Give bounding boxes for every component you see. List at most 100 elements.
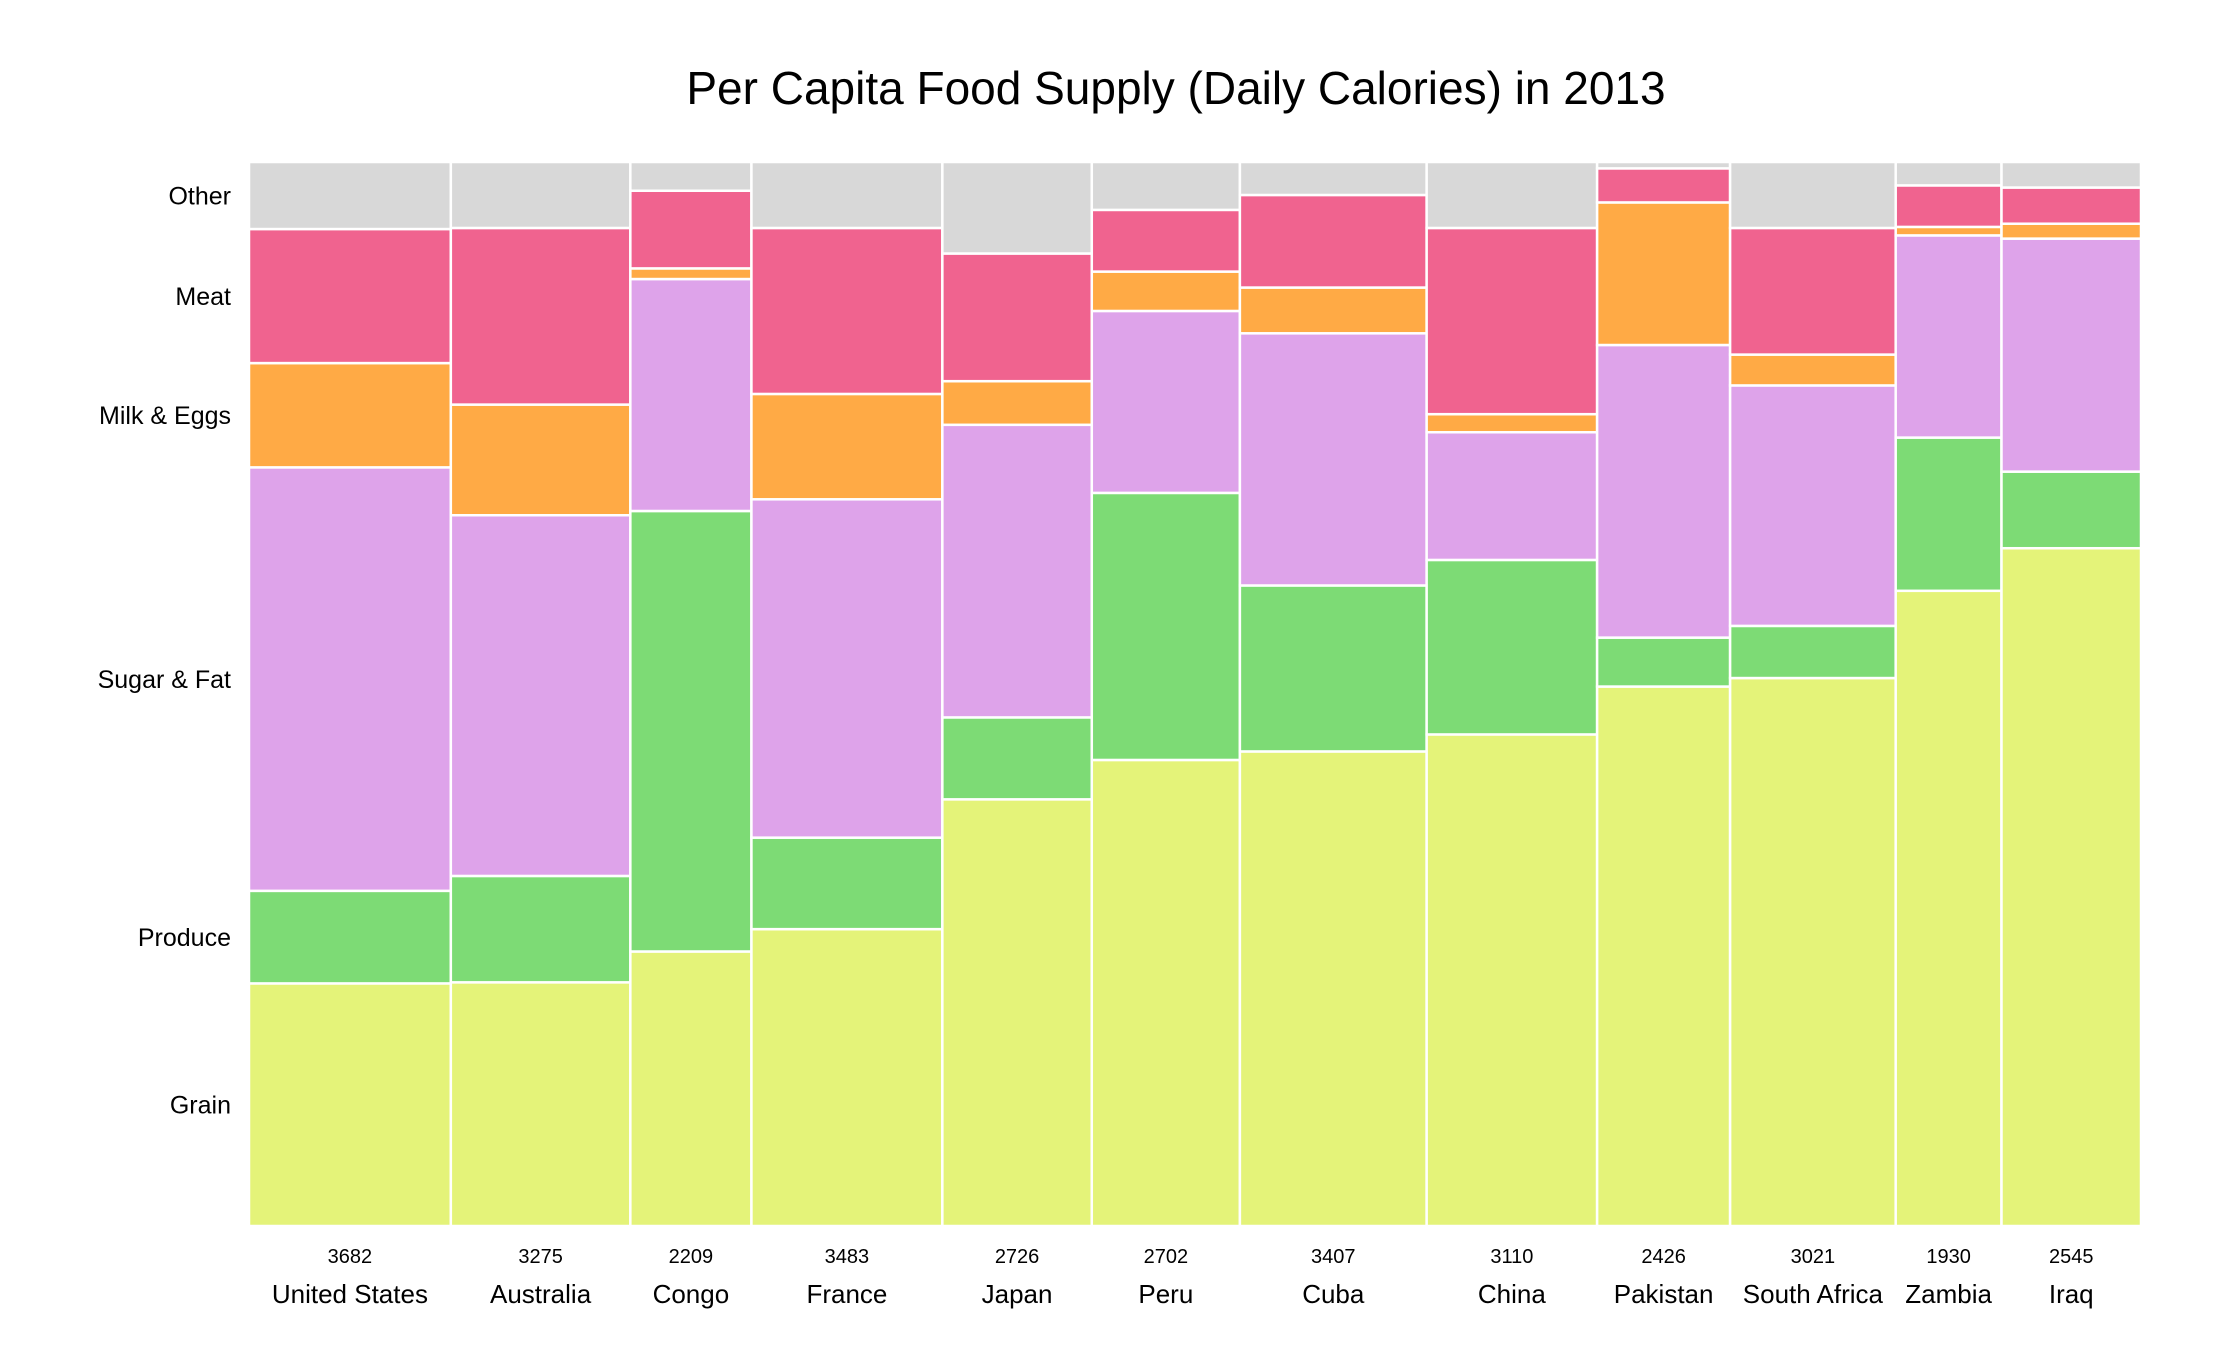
total-label-australia: 3275 xyxy=(518,1246,563,1268)
segment-china-meat[interactable] xyxy=(1425,226,1599,416)
segment-iraq-other[interactable] xyxy=(2000,160,2143,189)
row-label-other: Other xyxy=(168,183,231,211)
segment-france-milk-and-eggs[interactable] xyxy=(750,392,944,501)
segment-united-states-grain[interactable] xyxy=(247,982,453,1228)
total-label-pakistan: 2426 xyxy=(1641,1246,1686,1268)
segment-pakistan-other[interactable] xyxy=(1595,160,1732,170)
segment-congo-grain[interactable] xyxy=(629,950,753,1228)
segment-france-sugar-and-fat[interactable] xyxy=(750,498,944,839)
column-south-africa xyxy=(1728,160,1897,1228)
segment-united-states-produce[interactable] xyxy=(247,889,453,985)
segment-united-states-milk-and-eggs[interactable] xyxy=(247,361,453,469)
segment-pakistan-milk-and-eggs[interactable] xyxy=(1595,201,1732,347)
segment-united-states-meat[interactable] xyxy=(247,227,453,365)
total-label-united-states: 3682 xyxy=(328,1246,373,1268)
segment-congo-other[interactable] xyxy=(629,160,753,192)
segment-australia-sugar-and-fat[interactable] xyxy=(449,514,632,878)
segment-zambia-meat[interactable] xyxy=(1894,184,2003,229)
column-cuba xyxy=(1238,160,1428,1228)
total-label-france: 3483 xyxy=(825,1246,870,1268)
segment-iraq-produce[interactable] xyxy=(2000,470,2143,550)
segment-united-states-other[interactable] xyxy=(247,160,453,231)
segment-japan-meat[interactable] xyxy=(941,252,1094,383)
category-label-pakistan: Pakistan xyxy=(1614,1279,1714,1309)
segment-south-africa-milk-and-eggs[interactable] xyxy=(1728,353,1897,387)
column-peru xyxy=(1090,160,1242,1228)
segment-zambia-produce[interactable] xyxy=(1894,436,2003,593)
segment-peru-other[interactable] xyxy=(1090,160,1242,212)
segment-japan-other[interactable] xyxy=(941,160,1094,255)
segment-china-grain[interactable] xyxy=(1425,733,1599,1228)
segment-japan-produce[interactable] xyxy=(941,716,1094,801)
segment-pakistan-produce[interactable] xyxy=(1595,636,1732,688)
segment-iraq-milk-and-eggs[interactable] xyxy=(2000,222,2143,240)
segment-china-milk-and-eggs[interactable] xyxy=(1425,412,1599,434)
segment-france-meat[interactable] xyxy=(750,226,944,396)
total-label-china: 3110 xyxy=(1490,1246,1533,1268)
segment-congo-meat[interactable] xyxy=(629,189,753,270)
segment-congo-sugar-and-fat[interactable] xyxy=(629,277,753,513)
segment-cuba-meat[interactable] xyxy=(1238,193,1428,289)
segment-peru-milk-and-eggs[interactable] xyxy=(1090,270,1242,313)
segment-zambia-other[interactable] xyxy=(1894,160,2003,187)
segment-cuba-sugar-and-fat[interactable] xyxy=(1238,332,1428,587)
segment-france-produce[interactable] xyxy=(750,836,944,931)
segment-zambia-grain[interactable] xyxy=(1894,589,2003,1228)
segment-pakistan-grain[interactable] xyxy=(1595,685,1732,1228)
category-label-peru: Peru xyxy=(1138,1279,1193,1309)
segment-australia-grain[interactable] xyxy=(449,981,632,1228)
category-label-united-states: United States xyxy=(272,1279,428,1309)
segment-peru-sugar-and-fat[interactable] xyxy=(1090,309,1242,495)
column-united-states xyxy=(247,160,453,1228)
segment-australia-other[interactable] xyxy=(449,160,632,230)
segment-zambia-sugar-and-fat[interactable] xyxy=(1894,234,2003,439)
row-labels-layer: Grain Produce Sugar & Fat Milk & Eggs Meat Ot… xyxy=(98,183,231,1120)
segment-japan-milk-and-eggs[interactable] xyxy=(941,379,1094,427)
total-label-south-africa: 3021 xyxy=(1791,1246,1836,1268)
category-label-cuba: Cuba xyxy=(1302,1279,1365,1309)
segment-congo-milk-and-eggs[interactable] xyxy=(629,267,753,281)
segment-japan-grain[interactable] xyxy=(941,798,1094,1228)
segment-china-produce[interactable] xyxy=(1425,558,1599,736)
segment-cuba-milk-and-eggs[interactable] xyxy=(1238,286,1428,335)
segment-iraq-sugar-and-fat[interactable] xyxy=(2000,237,2143,473)
segment-congo-produce[interactable] xyxy=(629,509,753,953)
segment-peru-produce[interactable] xyxy=(1090,491,1242,762)
category-label-congo: Congo xyxy=(653,1279,730,1309)
bars-layer xyxy=(247,160,2143,1228)
segment-pakistan-sugar-and-fat[interactable] xyxy=(1595,343,1732,639)
category-label-south-africa: South Africa xyxy=(1743,1279,1884,1309)
segment-south-africa-meat[interactable] xyxy=(1728,226,1897,356)
segment-australia-produce[interactable] xyxy=(449,874,632,984)
segment-cuba-produce[interactable] xyxy=(1238,584,1428,753)
segment-south-africa-produce[interactable] xyxy=(1728,624,1897,680)
total-label-peru: 2702 xyxy=(1144,1246,1189,1268)
segment-south-africa-sugar-and-fat[interactable] xyxy=(1728,384,1897,628)
segment-australia-meat[interactable] xyxy=(449,226,632,406)
segment-australia-milk-and-eggs[interactable] xyxy=(449,403,632,517)
segment-france-other[interactable] xyxy=(750,160,944,230)
segment-cuba-other[interactable] xyxy=(1238,160,1428,197)
segment-south-africa-other[interactable] xyxy=(1728,160,1897,230)
row-label-grain: Grain xyxy=(170,1092,231,1120)
segment-peru-grain[interactable] xyxy=(1090,758,1242,1228)
segment-france-grain[interactable] xyxy=(750,927,944,1228)
segment-zambia-milk-and-eggs[interactable] xyxy=(1894,225,2003,237)
segment-pakistan-meat[interactable] xyxy=(1595,167,1732,204)
category-label-australia: Australia xyxy=(490,1279,592,1309)
segment-japan-sugar-and-fat[interactable] xyxy=(941,423,1094,719)
segment-south-africa-grain[interactable] xyxy=(1728,676,1897,1228)
segment-china-sugar-and-fat[interactable] xyxy=(1425,431,1599,562)
segment-cuba-grain[interactable] xyxy=(1238,750,1428,1228)
segment-iraq-meat[interactable] xyxy=(2000,186,2143,225)
chart-title: Per Capita Food Supply (Daily Calories) … xyxy=(686,62,1665,114)
category-label-iraq: Iraq xyxy=(2049,1279,2094,1309)
segment-united-states-sugar-and-fat[interactable] xyxy=(247,466,453,893)
segment-china-other[interactable] xyxy=(1425,160,1599,230)
total-label-japan: 2726 xyxy=(995,1246,1040,1268)
segment-peru-meat[interactable] xyxy=(1090,208,1242,273)
segment-iraq-grain[interactable] xyxy=(2000,546,2143,1228)
column-pakistan xyxy=(1595,160,1732,1228)
